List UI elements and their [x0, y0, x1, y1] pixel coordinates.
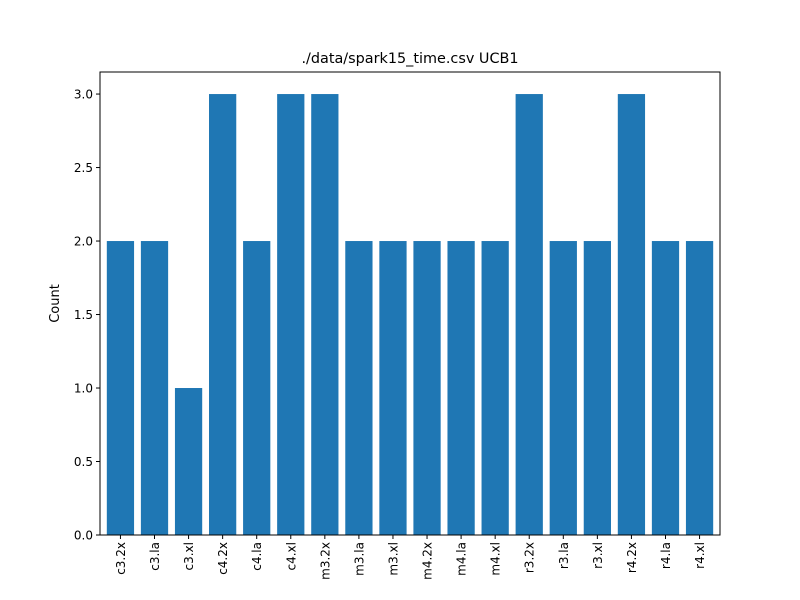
x-tick-label: r3.xl — [591, 542, 605, 569]
x-tick-label: r4.2x — [625, 542, 639, 573]
bar-r4.la — [651, 241, 680, 536]
bar-c4.la — [243, 241, 271, 536]
bar-c4.2x — [209, 94, 237, 536]
x-tick-label: c4.la — [250, 542, 264, 571]
bar-m4.2x — [413, 241, 441, 536]
bar-m3.la — [345, 241, 373, 536]
x-tick-label: r3.2x — [523, 542, 537, 573]
y-tick-label: 0.0 — [74, 529, 93, 543]
bar-m4.xl — [481, 241, 509, 536]
bar-c3.xl — [174, 388, 203, 535]
bar-c3.2x — [106, 241, 135, 536]
x-tick-label: r4.xl — [693, 542, 707, 569]
y-tick-label: 1.5 — [74, 308, 93, 322]
bar-m4.la — [447, 241, 475, 536]
y-tick-label: 2.0 — [74, 235, 93, 249]
bar-c3.la — [140, 241, 169, 536]
y-tick-label: 2.5 — [74, 161, 93, 175]
bar-c4.xl — [277, 94, 305, 536]
bar-r3.2x — [515, 94, 543, 536]
x-tick-label: m3.xl — [386, 542, 400, 576]
x-tick-label: r4.la — [659, 542, 673, 569]
bar-r4.xl — [685, 241, 714, 536]
x-tick-label: r3.la — [557, 542, 571, 569]
y-tick-label: 1.0 — [74, 382, 93, 396]
y-tick-label: 0.5 — [74, 455, 93, 469]
axes-frame — [99, 71, 721, 536]
y-tick-label: 3.0 — [74, 88, 93, 102]
bar-r4.2x — [617, 94, 646, 536]
bar-r3.la — [549, 241, 577, 536]
x-tick-label: m4.la — [455, 542, 469, 576]
x-tick-label: m4.2x — [421, 542, 435, 580]
x-tick-label: c4.xl — [284, 542, 298, 570]
x-tick-label: m4.xl — [489, 542, 503, 576]
bar-r3.xl — [583, 241, 611, 536]
x-tick-label: c3.2x — [114, 542, 128, 575]
bar-m3.2x — [311, 94, 339, 536]
y-axis-label: Count — [48, 284, 63, 323]
x-tick-label: m3.2x — [318, 542, 332, 580]
chart-title: ./data/spark15_time.csv UCB1 — [301, 51, 518, 67]
plot-area: 0.0 0.5 1.0 1.5 2.0 2.5 3.0 c3.2x c3.la c3.xl c4.2… — [74, 71, 721, 580]
x-tick-label: m3.la — [352, 542, 366, 576]
x-tick-label: c4.2x — [216, 542, 230, 575]
x-tick-label: c3.xl — [182, 542, 196, 570]
x-tick-label: c3.la — [148, 542, 162, 571]
bar-m3.xl — [379, 241, 407, 536]
